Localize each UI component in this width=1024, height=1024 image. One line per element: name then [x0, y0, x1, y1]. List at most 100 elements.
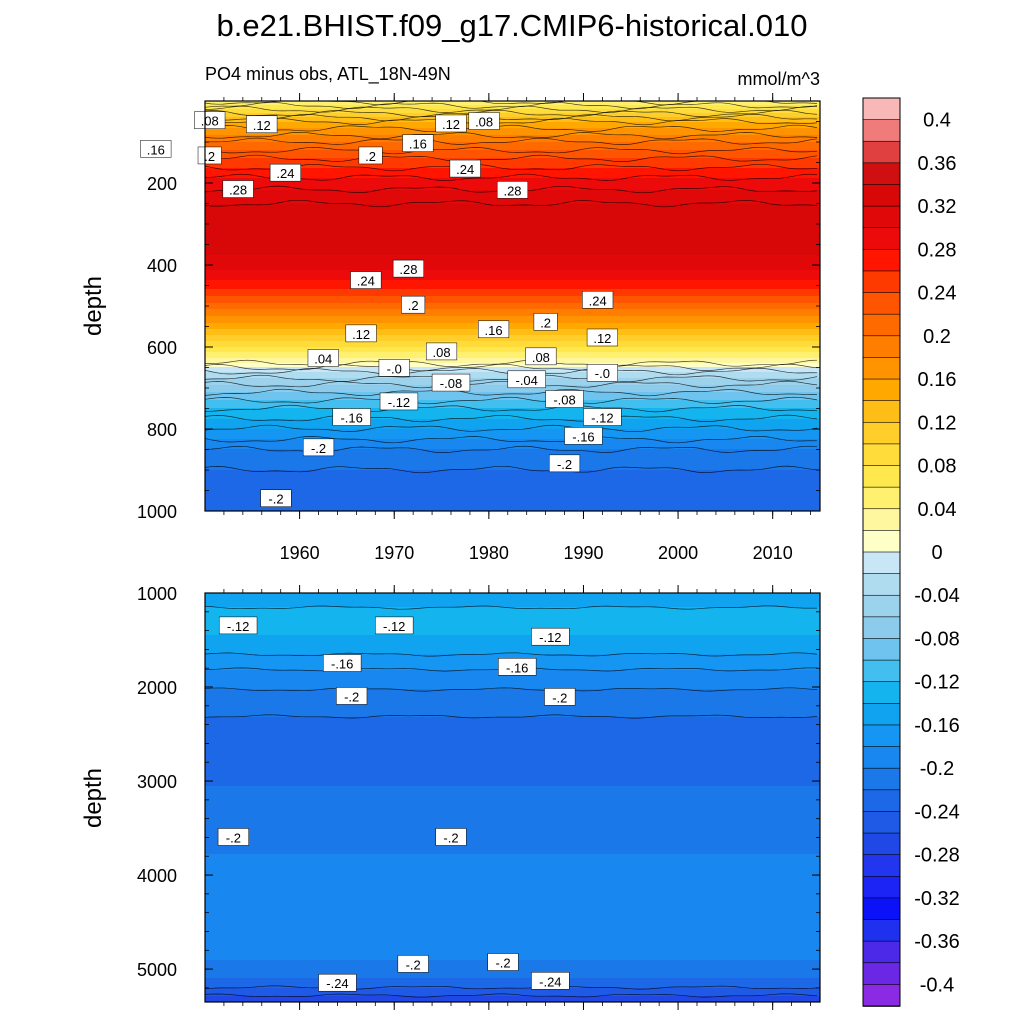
contour-label: .08: [194, 111, 226, 129]
bottom-fill-row: [205, 827, 820, 829]
bottom-fill-row: [205, 804, 820, 806]
top-fill-row: [205, 213, 820, 215]
contour-label: -.12: [531, 627, 570, 646]
bottom-fill-row: [205, 819, 820, 821]
top-fill-row: [205, 509, 820, 511]
contour-label: .12: [345, 324, 377, 343]
bottom-fill-row: [205, 885, 820, 887]
top-fill-row: [205, 485, 820, 487]
top-fill-row: [205, 254, 820, 256]
bottom-fill-row: [205, 986, 820, 988]
top-fill-row: [205, 350, 820, 352]
contour-label-box: [435, 828, 467, 846]
bottom-fill-row: [205, 771, 820, 773]
bottom-fill-row: [205, 694, 820, 696]
top-fill-row: [205, 452, 820, 454]
top-fill-row: [205, 203, 820, 205]
top-contour-line: [204, 396, 818, 405]
top-fill-row: [205, 241, 820, 243]
bottom-fill-row: [205, 640, 820, 642]
top-fill-row: [205, 269, 820, 271]
contour-label: .28: [392, 259, 424, 278]
bottom-fill-row: [205, 732, 820, 734]
top-fill-row: [205, 347, 820, 349]
contour-label-text: .12: [352, 327, 370, 342]
bottom-fill-row: [205, 633, 820, 635]
bottom-fill-row: [205, 881, 820, 883]
top-xtick-label: 1970: [374, 543, 414, 563]
top-fill-row: [205, 110, 820, 112]
bottom-fill-row: [205, 832, 820, 834]
bottom-fill-row: [205, 943, 820, 945]
top-fill-row: [205, 486, 820, 488]
top-fill-row: [205, 481, 820, 483]
bottom-fill-row: [205, 927, 820, 929]
bottom-fill-row: [205, 993, 820, 995]
bottom-fill-row: [205, 712, 820, 714]
bottom-fill-row: [205, 889, 820, 891]
bottom-contour-line: [204, 605, 817, 610]
top-fill-row: [205, 318, 820, 320]
bottom-fill-row: [205, 718, 820, 720]
bottom-fill-row: [205, 890, 820, 892]
top-fill-row: [205, 456, 820, 458]
top-fill-row: [205, 296, 820, 298]
bottom-fill-row: [205, 747, 820, 749]
top-fill-row: [205, 345, 820, 347]
bottom-fill-row: [205, 725, 820, 727]
contour-label-box: [379, 392, 419, 411]
contour-label-text: -.2: [344, 689, 359, 704]
bottom-fill-row: [205, 884, 820, 886]
bottom-fill-row: [205, 781, 820, 783]
bottom-fill-row: [205, 715, 820, 717]
bottom-fill-row: [205, 879, 820, 881]
bottom-fill-row: [205, 733, 820, 735]
top-fill-row: [205, 322, 820, 324]
colorbar-swatch: [862, 140, 901, 164]
colorbar-swatch: [862, 703, 901, 726]
bottom-fill-row: [205, 976, 820, 978]
bottom-fill-row: [205, 722, 820, 724]
bottom-fill-row: [205, 975, 820, 977]
top-fill-row: [205, 489, 820, 491]
bottom-fill-row: [205, 996, 820, 998]
top-fill-row: [205, 399, 820, 401]
bottom-fill-row: [205, 801, 820, 803]
bottom-fill-row: [205, 643, 820, 645]
bottom-fill-row: [205, 608, 820, 610]
bottom-fill-row: [205, 651, 820, 653]
top-fill-row: [205, 483, 820, 485]
bottom-fill-row: [205, 868, 820, 870]
top-fill-row: [205, 436, 820, 438]
bottom-fill-row: [205, 798, 820, 800]
bottom-fill-row: [205, 773, 820, 775]
top-fill-row: [205, 414, 820, 416]
top-fill-row: [205, 274, 820, 276]
bottom-fill-row: [205, 930, 820, 932]
bottom-fill-row: [205, 637, 820, 639]
top-contour-line: [204, 109, 818, 118]
top-fill-row: [205, 160, 820, 162]
bottom-fill-row: [205, 634, 820, 636]
bottom-fill-row: [205, 844, 820, 846]
bottom-fill-row: [205, 708, 820, 710]
top-fill-row: [205, 309, 820, 311]
top-fill-row: [205, 264, 820, 266]
contour-label-text: -.2: [495, 956, 510, 971]
top-fill-row: [205, 340, 820, 342]
contour-label: .16: [140, 140, 172, 158]
contour-label-text: -.2: [311, 441, 326, 456]
colorbar-swatch: [862, 746, 901, 769]
top-fill-row: [205, 142, 820, 144]
top-fill-row: [205, 453, 820, 455]
contour-label: .04: [307, 349, 339, 367]
bottom-fill-row: [205, 977, 820, 979]
contour-label-text: -.12: [388, 395, 410, 410]
contour-label-text: -.2: [443, 830, 458, 845]
top-fill-row: [205, 297, 820, 299]
colorbar-swatch: [862, 940, 901, 964]
colorbar-tick-label: -0.16: [914, 715, 960, 737]
top-fill-row: [205, 246, 820, 248]
contour-label: .16: [478, 320, 510, 339]
top-contour-line: [204, 146, 817, 155]
